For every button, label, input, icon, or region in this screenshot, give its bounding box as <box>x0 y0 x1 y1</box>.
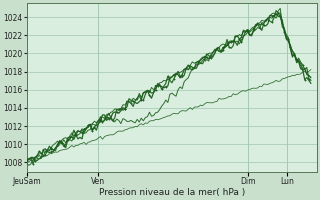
X-axis label: Pression niveau de la mer( hPa ): Pression niveau de la mer( hPa ) <box>99 188 245 197</box>
